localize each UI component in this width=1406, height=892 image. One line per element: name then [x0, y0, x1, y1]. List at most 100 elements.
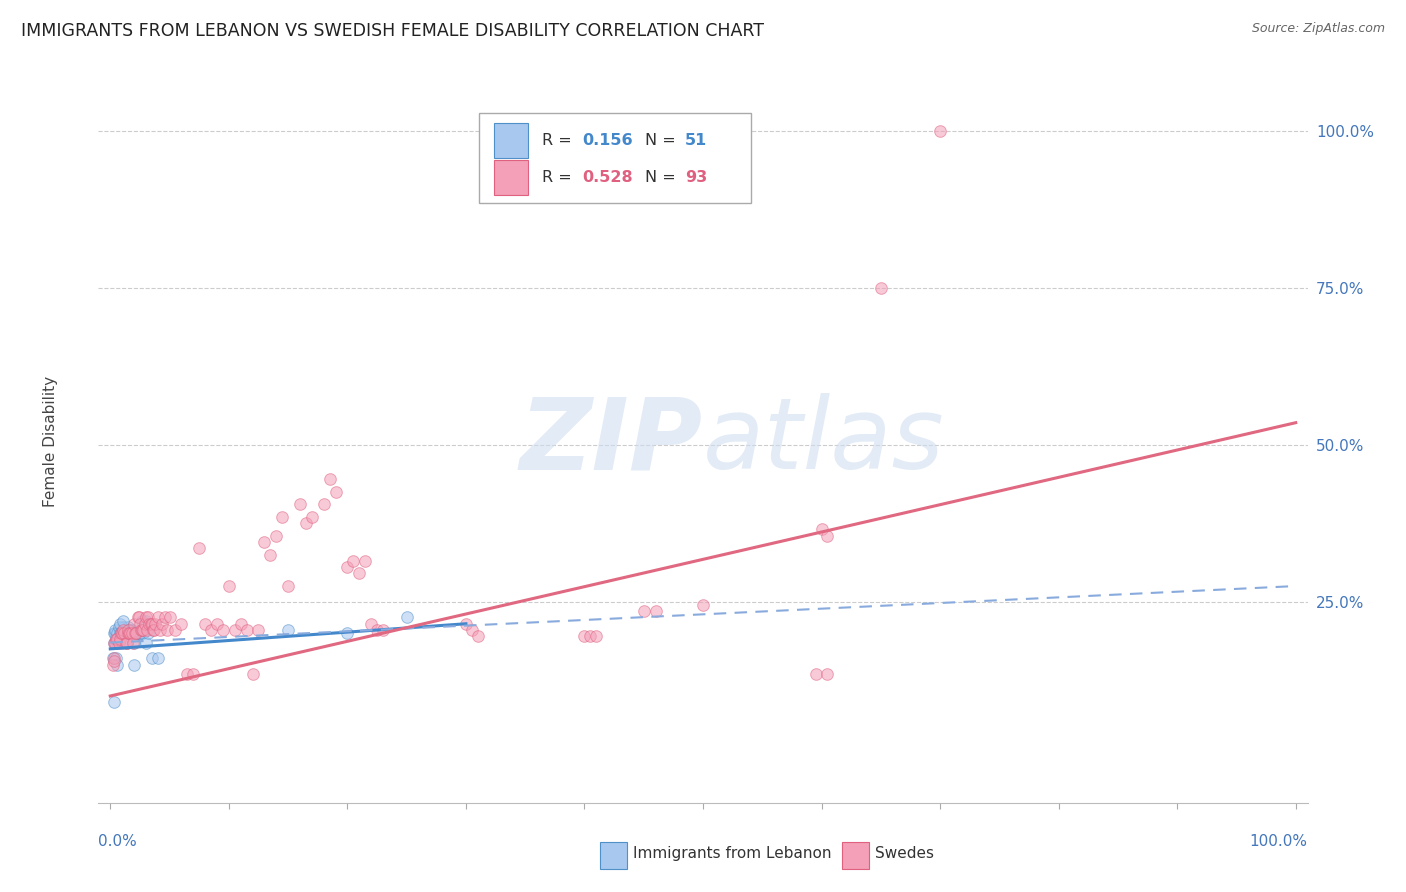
Point	[127, 610, 149, 624]
Point	[114, 626, 136, 640]
Point	[121, 626, 143, 640]
Point	[103, 695, 125, 709]
Point	[136, 610, 159, 624]
Text: 0.156: 0.156	[582, 133, 633, 148]
Point	[135, 614, 157, 628]
Point	[103, 635, 125, 649]
Point	[247, 623, 270, 637]
Text: 51: 51	[685, 133, 707, 148]
Point	[253, 535, 276, 549]
Point	[105, 635, 128, 649]
Point	[111, 626, 134, 640]
Point	[354, 554, 377, 568]
Point	[325, 484, 347, 499]
Point	[318, 472, 340, 486]
Point	[336, 626, 359, 640]
Point	[122, 657, 145, 672]
Text: ZIP: ZIP	[520, 393, 703, 490]
Point	[125, 626, 148, 640]
Point	[128, 610, 150, 624]
Point	[104, 623, 127, 637]
Point	[165, 623, 187, 637]
Point	[134, 616, 156, 631]
Text: Female Disability: Female Disability	[42, 376, 58, 508]
Point	[277, 579, 299, 593]
Point	[121, 626, 143, 640]
Point	[108, 626, 131, 640]
Point	[218, 579, 240, 593]
Point	[124, 626, 146, 640]
Text: 93: 93	[685, 170, 707, 186]
Point	[205, 616, 228, 631]
Point	[585, 629, 607, 643]
Point	[869, 280, 891, 294]
Point	[129, 623, 152, 637]
Point	[259, 548, 281, 562]
Point	[114, 626, 136, 640]
Point	[149, 623, 172, 637]
Point	[336, 560, 359, 574]
Point	[817, 667, 839, 681]
Point	[107, 626, 129, 640]
Point	[101, 651, 124, 665]
Point	[170, 616, 193, 631]
Bar	[494, 123, 527, 158]
Bar	[600, 842, 627, 870]
Point	[107, 635, 129, 649]
Point	[139, 616, 162, 631]
Text: N =: N =	[645, 170, 681, 186]
Point	[111, 620, 134, 634]
FancyBboxPatch shape	[479, 112, 751, 203]
Point	[141, 651, 163, 665]
Point	[127, 626, 149, 640]
Point	[105, 632, 128, 647]
Point	[112, 626, 135, 640]
Point	[574, 629, 596, 643]
Point	[135, 635, 157, 649]
Point	[120, 626, 142, 640]
Point	[194, 616, 217, 631]
Text: atlas: atlas	[703, 393, 945, 490]
Point	[117, 623, 139, 637]
Point	[454, 616, 477, 631]
Point	[129, 626, 152, 640]
Text: N =: N =	[645, 133, 681, 148]
Point	[135, 610, 157, 624]
Text: R =: R =	[543, 170, 576, 186]
Point	[159, 610, 181, 624]
Point	[804, 667, 827, 681]
Point	[817, 529, 839, 543]
Point	[301, 510, 323, 524]
Point	[312, 497, 335, 511]
Point	[103, 651, 125, 665]
Point	[131, 614, 153, 628]
Point	[224, 623, 246, 637]
Point	[461, 623, 484, 637]
Point	[138, 616, 160, 631]
Point	[120, 626, 142, 640]
Point	[188, 541, 211, 556]
Point	[112, 623, 135, 637]
Point	[142, 623, 165, 637]
Point	[117, 620, 139, 634]
Point	[122, 616, 145, 631]
Point	[129, 626, 152, 640]
Text: IMMIGRANTS FROM LEBANON VS SWEDISH FEMALE DISABILITY CORRELATION CHART: IMMIGRANTS FROM LEBANON VS SWEDISH FEMAL…	[21, 22, 763, 40]
Point	[121, 623, 143, 637]
Point	[104, 626, 127, 640]
Point	[121, 626, 143, 640]
Point	[105, 657, 128, 672]
Point	[235, 623, 257, 637]
Point	[146, 610, 169, 624]
Point	[105, 632, 128, 647]
Point	[143, 623, 166, 637]
Point	[200, 623, 222, 637]
Point	[395, 610, 418, 624]
Point	[118, 623, 141, 637]
Point	[103, 626, 125, 640]
Text: Immigrants from Lebanon: Immigrants from Lebanon	[633, 846, 831, 861]
Point	[114, 626, 136, 640]
Point	[112, 614, 135, 628]
Point	[103, 655, 125, 669]
Point	[143, 616, 166, 631]
